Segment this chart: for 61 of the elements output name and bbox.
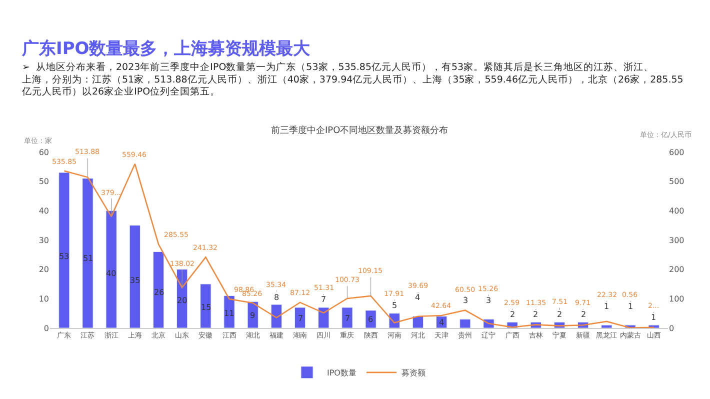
data-label: 4 <box>415 293 420 302</box>
legend-label: IPO数量 <box>327 368 356 378</box>
data-label: 53 <box>59 252 70 261</box>
data-label: 8 <box>274 293 280 302</box>
bar <box>176 269 188 328</box>
data-label: 11 <box>224 309 234 318</box>
chart-title: 广东IPO数量最多，上海募资规模最大 <box>21 39 312 59</box>
data-label: 2 <box>510 310 516 319</box>
y-tick-label: 20 <box>38 265 49 274</box>
chart-subtitle: ➢ 从地区分布来看，2023年前三季度中企IPO数量第一为广东（53家，535.85亿元人民币），有53家。紧随其后是长三角地区的江苏、浙江、上海，分别为：江苏（51家，513.88亿元人民币）、浙江（40家，379.94亿元人民币）、上海（35家，559.46亿元人民币），北京（26家，285.55亿元人民币）以26家企业IPO位列全国第五。 <box>21 61 684 98</box>
data-label: 51 <box>83 254 94 263</box>
y-tick-label: 60 <box>38 148 49 157</box>
bar <box>601 324 612 328</box>
text: 前三季度中企IPO不同地区数量及募资额分布 <box>271 125 448 136</box>
bar <box>247 301 258 328</box>
bar <box>270 304 282 328</box>
y-tick-label: 40 <box>38 206 49 216</box>
data-label: 2 <box>581 310 586 319</box>
data-label: 6 <box>368 315 374 324</box>
bar <box>460 318 471 328</box>
y-tick-label: 10 <box>38 294 49 304</box>
y2-tick-label: 100 <box>669 294 684 304</box>
data-label: 1 <box>651 313 656 322</box>
data-label: 3 <box>486 296 492 305</box>
bar <box>342 307 353 328</box>
bar <box>318 307 330 328</box>
data-label: 20 <box>177 296 188 305</box>
data-label: 5 <box>392 301 398 310</box>
data-label: 2 <box>533 310 538 319</box>
data-label: 9 <box>250 311 256 320</box>
legend-label: 募资额 <box>401 368 426 378</box>
y2-tick-label: 200 <box>669 265 684 274</box>
y2-tick-label: 0 <box>669 324 674 333</box>
y2-tick-label: 600 <box>669 148 684 157</box>
bar <box>82 178 94 328</box>
y-tick-label: 0 <box>44 324 49 333</box>
bar <box>129 225 140 328</box>
data-label: 2 <box>557 310 562 319</box>
bar <box>224 295 235 328</box>
data-label: 15 <box>201 303 212 312</box>
y2-tick-label: 400 <box>669 206 684 216</box>
y2-tick-label: 500 <box>669 177 684 186</box>
data-label: 4 <box>439 318 444 327</box>
bar <box>294 307 306 328</box>
bar <box>365 310 376 328</box>
bar <box>58 172 70 328</box>
data-label: 7 <box>345 314 350 323</box>
bar <box>412 316 424 328</box>
y-tick-label: 30 <box>38 236 49 245</box>
bar <box>106 210 117 328</box>
bar <box>200 284 212 328</box>
data-label: 3 <box>463 296 468 305</box>
y-tick-label: 50 <box>38 177 49 186</box>
data-label: 7 <box>321 295 326 304</box>
data-label: 1 <box>604 302 610 311</box>
data-label: 7 <box>298 314 304 323</box>
data-label: 40 <box>106 269 116 278</box>
y2-tick-label: 300 <box>669 236 684 245</box>
data-label: 35 <box>130 276 140 285</box>
bar <box>152 251 164 328</box>
data-label: 1 <box>628 302 634 311</box>
